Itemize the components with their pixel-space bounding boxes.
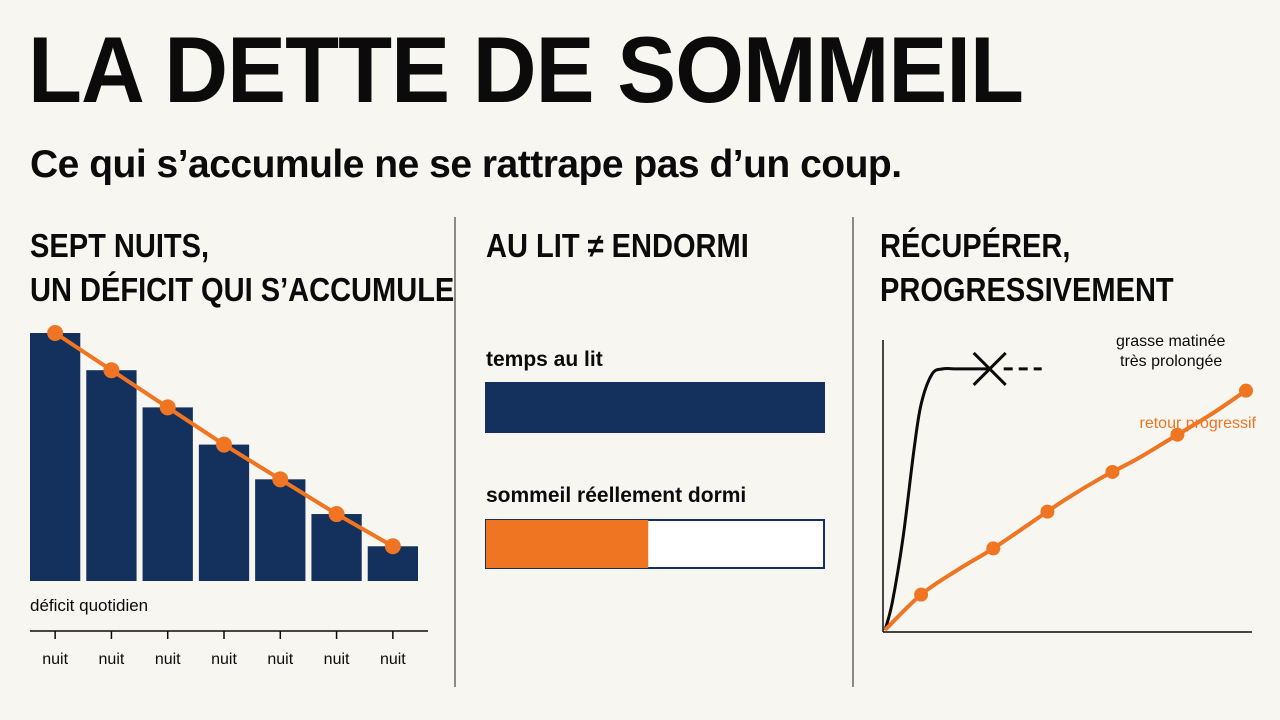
progressive-label: retour progressif bbox=[1140, 415, 1257, 432]
panel3-title: RÉCUPÉRER, PROGRESSIVEMENT bbox=[880, 224, 1174, 312]
progressive-recovery-points bbox=[914, 383, 1253, 602]
recovery-chart: grasse matinée très prolongée retour pro… bbox=[882, 333, 1257, 633]
page-title: LA DETTE DE SOMMEIL bbox=[28, 17, 1024, 122]
deficit-trend-point bbox=[159, 399, 176, 416]
recovery-point bbox=[1105, 464, 1120, 479]
deficit-bar bbox=[142, 407, 193, 581]
divider-left bbox=[454, 217, 456, 687]
panel3-title-line2: PROGRESSIVEMENT bbox=[880, 271, 1174, 308]
deficit-bar bbox=[198, 444, 250, 581]
bed-vs-sleep-chart: temps au lit sommeil réellement dormi bbox=[485, 348, 825, 569]
deficit-tick-label: nuit bbox=[267, 651, 293, 668]
recovery-point bbox=[914, 587, 929, 602]
deficit-x-ticks: nuit nuit nuit nuit nuit nuit nuit bbox=[42, 631, 406, 668]
deficit-tick-label: nuit bbox=[324, 651, 350, 668]
deficit-tick-label: nuit bbox=[155, 651, 181, 668]
deficit-chart: nuit nuit nuit nuit nuit nuit nuit déficit quo… bbox=[30, 325, 428, 668]
panel3-title-line1: RÉCUPÉRER, bbox=[880, 227, 1071, 264]
page-subtitle: Ce qui s’accumule ne se rattrape pas d’u… bbox=[30, 143, 902, 186]
recovery-point bbox=[1239, 383, 1253, 398]
deficit-trend-point bbox=[328, 506, 345, 523]
deficit-trend-point bbox=[272, 471, 289, 488]
panel1-title: SEPT NUITS, UN DÉFICIT QUI S’ACCUMULE bbox=[30, 224, 454, 312]
progressive-recovery-line bbox=[883, 388, 1248, 632]
deficit-bars bbox=[30, 333, 418, 581]
recovery-point bbox=[1170, 427, 1185, 442]
deficit-bar bbox=[86, 370, 137, 581]
deficit-tick-label: nuit bbox=[42, 651, 68, 668]
binge-label-line1: grasse matinée bbox=[1116, 333, 1225, 350]
deficit-annotation: déficit quotidien bbox=[30, 596, 148, 615]
deficit-tick-label: nuit bbox=[211, 651, 237, 668]
divider-right bbox=[852, 217, 854, 687]
bar-label-bed: temps au lit bbox=[486, 348, 603, 371]
deficit-tick-label: nuit bbox=[99, 651, 125, 668]
deficit-bar bbox=[30, 333, 81, 581]
deficit-trend-point bbox=[216, 436, 232, 453]
panel2-title-line1: AU LIT ≠ ENDORMI bbox=[486, 227, 749, 264]
deficit-bar bbox=[255, 479, 306, 581]
binge-sleep-line bbox=[883, 366, 990, 631]
binge-label-line2: très prolongée bbox=[1120, 353, 1222, 370]
bar-sleep-fill bbox=[486, 520, 649, 568]
panel2-title: AU LIT ≠ ENDORMI bbox=[486, 224, 749, 268]
deficit-trend-point bbox=[103, 362, 120, 379]
recovery-point bbox=[986, 541, 1001, 556]
bar-label-sleep: sommeil réellement dormi bbox=[486, 484, 746, 507]
deficit-trend-point bbox=[47, 325, 64, 341]
panel1-title-line2: UN DÉFICIT QUI S’ACCUMULE bbox=[30, 271, 455, 308]
deficit-tick-label: nuit bbox=[380, 651, 406, 668]
deficit-trend-points bbox=[47, 325, 401, 555]
deficit-trend-point bbox=[384, 538, 401, 555]
cross-stroke bbox=[972, 351, 1007, 386]
bar-bed-fill bbox=[486, 383, 824, 432]
recovery-point bbox=[1040, 504, 1055, 519]
panel1-title-line1: SEPT NUITS, bbox=[30, 227, 210, 264]
binge-sleep-cross-icon bbox=[972, 351, 1007, 386]
